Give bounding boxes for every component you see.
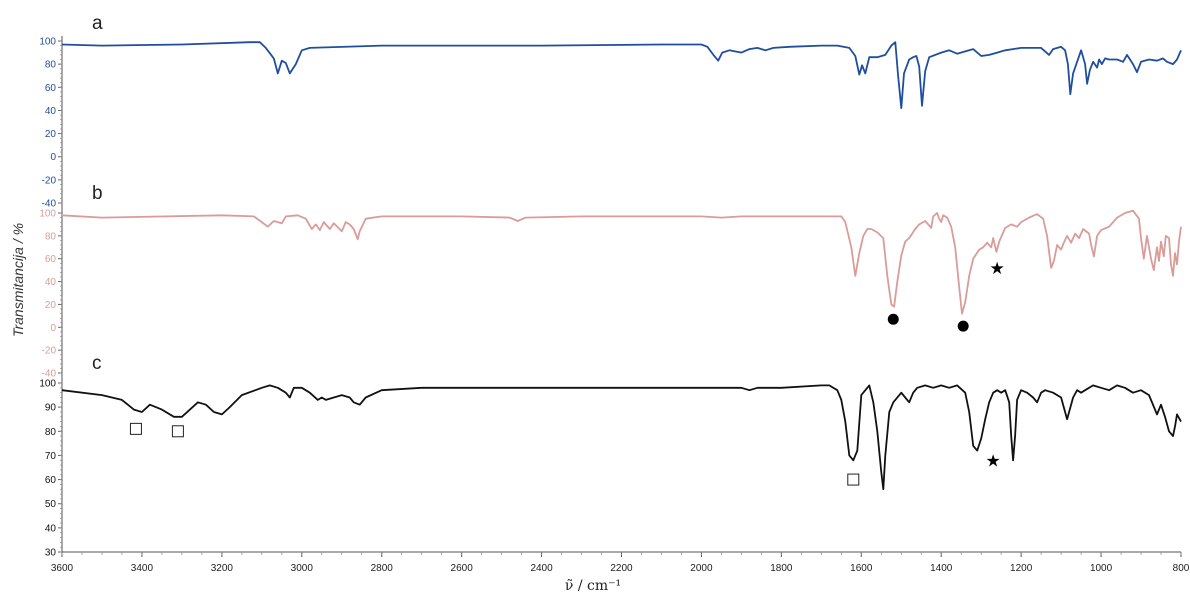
y-tick-label: 40 [45,277,57,288]
x-tick-label: 2400 [530,563,553,574]
y-tick-label: 80 [45,231,57,242]
y-tick-label: -40 [42,369,57,380]
x-tick-label: 2000 [690,563,713,574]
y-tick-label: -20 [42,175,57,186]
star-marker: ★ [990,259,1005,279]
y-tick-label: 20 [45,300,57,311]
y-tick-label: 0 [50,152,56,163]
x-tick-label: 1000 [1090,563,1113,574]
y-tick-label: 80 [45,60,57,71]
square-marker [171,425,184,438]
x-tick-label: 3000 [291,563,314,574]
y-tick-label: 60 [45,254,57,265]
y-tick-label: 100 [39,37,56,48]
x-tick-label: 2200 [610,563,633,574]
x-tick-label: 1200 [1010,563,1033,574]
y-tick-label: 50 [45,499,57,510]
dot-marker [957,320,969,332]
dot-marker [887,313,899,325]
spectrum-c [61,384,1182,491]
x-tick-label: 2600 [451,563,474,574]
x-tick-label: 1400 [930,563,953,574]
x-tick-label: 1800 [770,563,793,574]
y-tick-label: 100 [39,379,56,390]
x-axis-label: ν̃ / cm⁻¹ [565,578,621,594]
y-axis-label: Transmitancija / % [10,223,26,337]
panel-label-b: b [92,183,103,204]
x-tick-label: 800 [1173,563,1190,574]
spectrum-b [61,209,1182,315]
y-tick-label: 60 [45,475,57,486]
panel-label-c: c [92,353,102,374]
y-tick-label: -40 [42,199,57,210]
y-tick-label: 60 [45,83,57,94]
x-tick-label: 1600 [850,563,873,574]
y-tick-label: 70 [45,451,57,462]
spectrum-a [61,41,1182,109]
star-marker: ★ [986,451,1001,471]
square-marker [129,422,142,435]
x-tick-label: 2800 [371,563,394,574]
x-tick-label: 3200 [211,563,234,574]
square-marker [847,473,860,486]
y-tick-label: 30 [45,548,57,559]
y-tick-label: 90 [45,403,57,414]
y-tick-label: 80 [45,427,57,438]
y-tick-label: -20 [42,346,57,357]
x-tick-label: 3600 [51,563,74,574]
panel-label-a: a [92,13,103,34]
x-tick-label: 3400 [131,563,154,574]
y-tick-label: 20 [45,129,57,140]
y-tick-label: 40 [45,523,57,534]
y-tick-label: 0 [50,323,56,334]
y-tick-label: 40 [45,106,57,117]
y-tick-label: 100 [39,209,56,220]
